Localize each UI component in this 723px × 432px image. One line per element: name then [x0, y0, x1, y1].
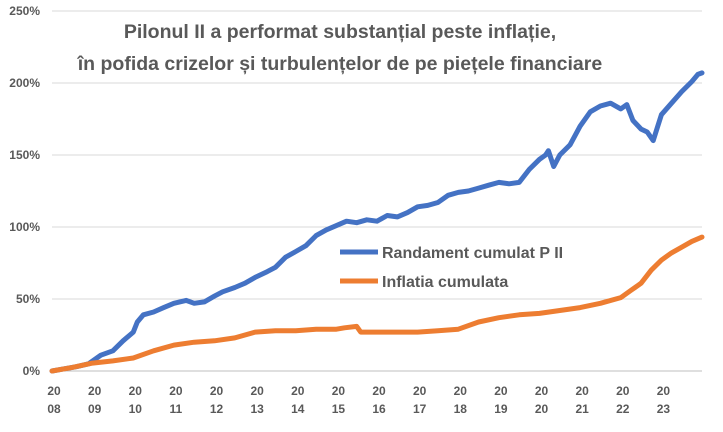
x-tick-label-bottom: 09: [88, 402, 102, 416]
x-tick-label-top: 20: [332, 384, 346, 398]
x-tick-label-top: 20: [169, 384, 183, 398]
x-tick-label-bottom: 20: [535, 402, 549, 416]
x-tick-label-top: 20: [129, 384, 143, 398]
x-tick-label-bottom: 10: [129, 402, 143, 416]
x-tick-label-bottom: 22: [616, 402, 630, 416]
chart-title-line-1: Pilonul II a performat substanțial peste…: [124, 21, 556, 43]
gridlines: [52, 10, 702, 372]
x-tick-label-top: 20: [88, 384, 102, 398]
series-line-randament: [49, 70, 705, 374]
y-tick-label: 0%: [23, 364, 41, 378]
x-tick-label-top: 20: [210, 384, 224, 398]
x-tick-label-top: 20: [575, 384, 589, 398]
series-lines: [49, 70, 705, 374]
series-line-inflatia: [49, 234, 705, 374]
y-tick-label: 150%: [9, 148, 40, 162]
x-tick-label-bottom: 19: [494, 402, 508, 416]
y-axis-ticks: 0% 50% 100% 150% 200% 250%: [9, 4, 40, 378]
x-tick-label-bottom: 15: [332, 402, 346, 416]
y-tick-label: 200%: [9, 76, 40, 90]
x-tick-label-top: 20: [250, 384, 264, 398]
y-tick-label: 50%: [16, 292, 40, 306]
x-tick-label-bottom: 21: [575, 402, 589, 416]
x-tick-label-top: 20: [372, 384, 386, 398]
x-tick-label-bottom: 08: [47, 402, 61, 416]
chart-title: Pilonul II a performat substanțial peste…: [77, 21, 603, 75]
x-tick-label-top: 20: [494, 384, 508, 398]
x-tick-label-bottom: 16: [372, 402, 386, 416]
y-tick-label: 100%: [9, 220, 40, 234]
x-tick-label-bottom: 18: [454, 402, 468, 416]
x-tick-label-bottom: 12: [210, 402, 224, 416]
x-tick-label-top: 20: [657, 384, 671, 398]
legend-item-inflatia: Inflatia cumulata: [340, 274, 508, 291]
x-tick-label-top: 20: [454, 384, 468, 398]
x-tick-label-top: 20: [47, 384, 61, 398]
x-tick-label-top: 20: [616, 384, 630, 398]
x-tick-label-bottom: 23: [657, 402, 671, 416]
x-tick-label-top: 20: [291, 384, 305, 398]
legend-label-randament: Randament cumulat P II: [382, 245, 563, 262]
x-tick-label-bottom: 17: [413, 402, 427, 416]
x-tick-label-bottom: 11: [170, 402, 183, 416]
legend-label-inflatia: Inflatia cumulata: [382, 274, 508, 291]
legend-item-randament: Randament cumulat P II: [340, 245, 563, 262]
x-tick-label-bottom: 13: [250, 402, 264, 416]
x-tick-label-top: 20: [535, 384, 549, 398]
legend: Randament cumulat P II Inflatia cumulata: [340, 245, 563, 291]
x-tick-label-bottom: 14: [291, 402, 305, 416]
y-tick-label: 250%: [9, 4, 40, 18]
chart-title-line-2: în pofida crizelor și turbulențelor de p…: [77, 53, 603, 75]
x-tick-label-top: 20: [413, 384, 427, 398]
x-axis-ticks: 2008200920102011201220132014201520162017…: [47, 384, 670, 416]
